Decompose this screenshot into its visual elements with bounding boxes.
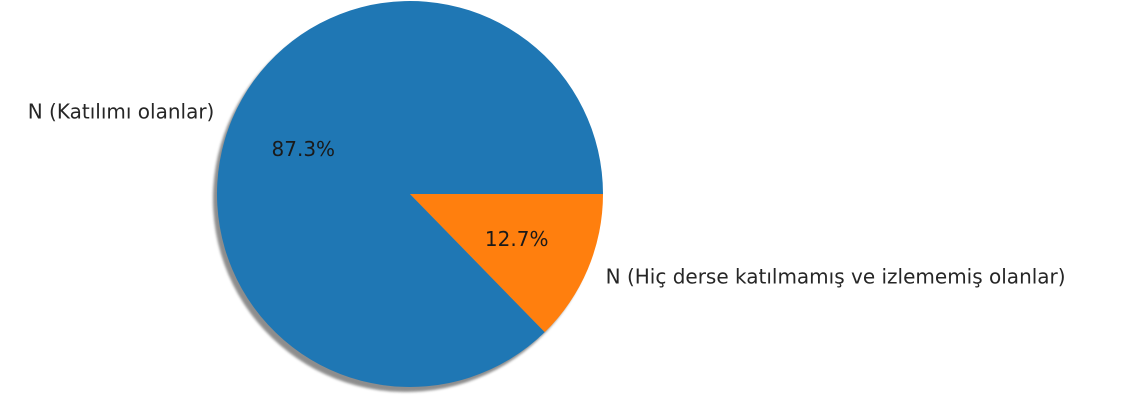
pie-percent-label: 12.7%	[485, 227, 549, 251]
pie-labels: 87.3% N (Katılımı olanlar) 12.7% N (Hiç der…	[28, 100, 1066, 289]
pie-slice	[410, 194, 603, 333]
pie-percent-label: 87.3%	[272, 137, 336, 161]
pie-category-label: N (Katılımı olanlar)	[28, 100, 215, 124]
pie-slice	[216, 1, 604, 388]
pie-category-label: N (Hiç derse katılmamış ve izlememiş ola…	[606, 264, 1066, 288]
pie-slices	[216, 1, 604, 388]
